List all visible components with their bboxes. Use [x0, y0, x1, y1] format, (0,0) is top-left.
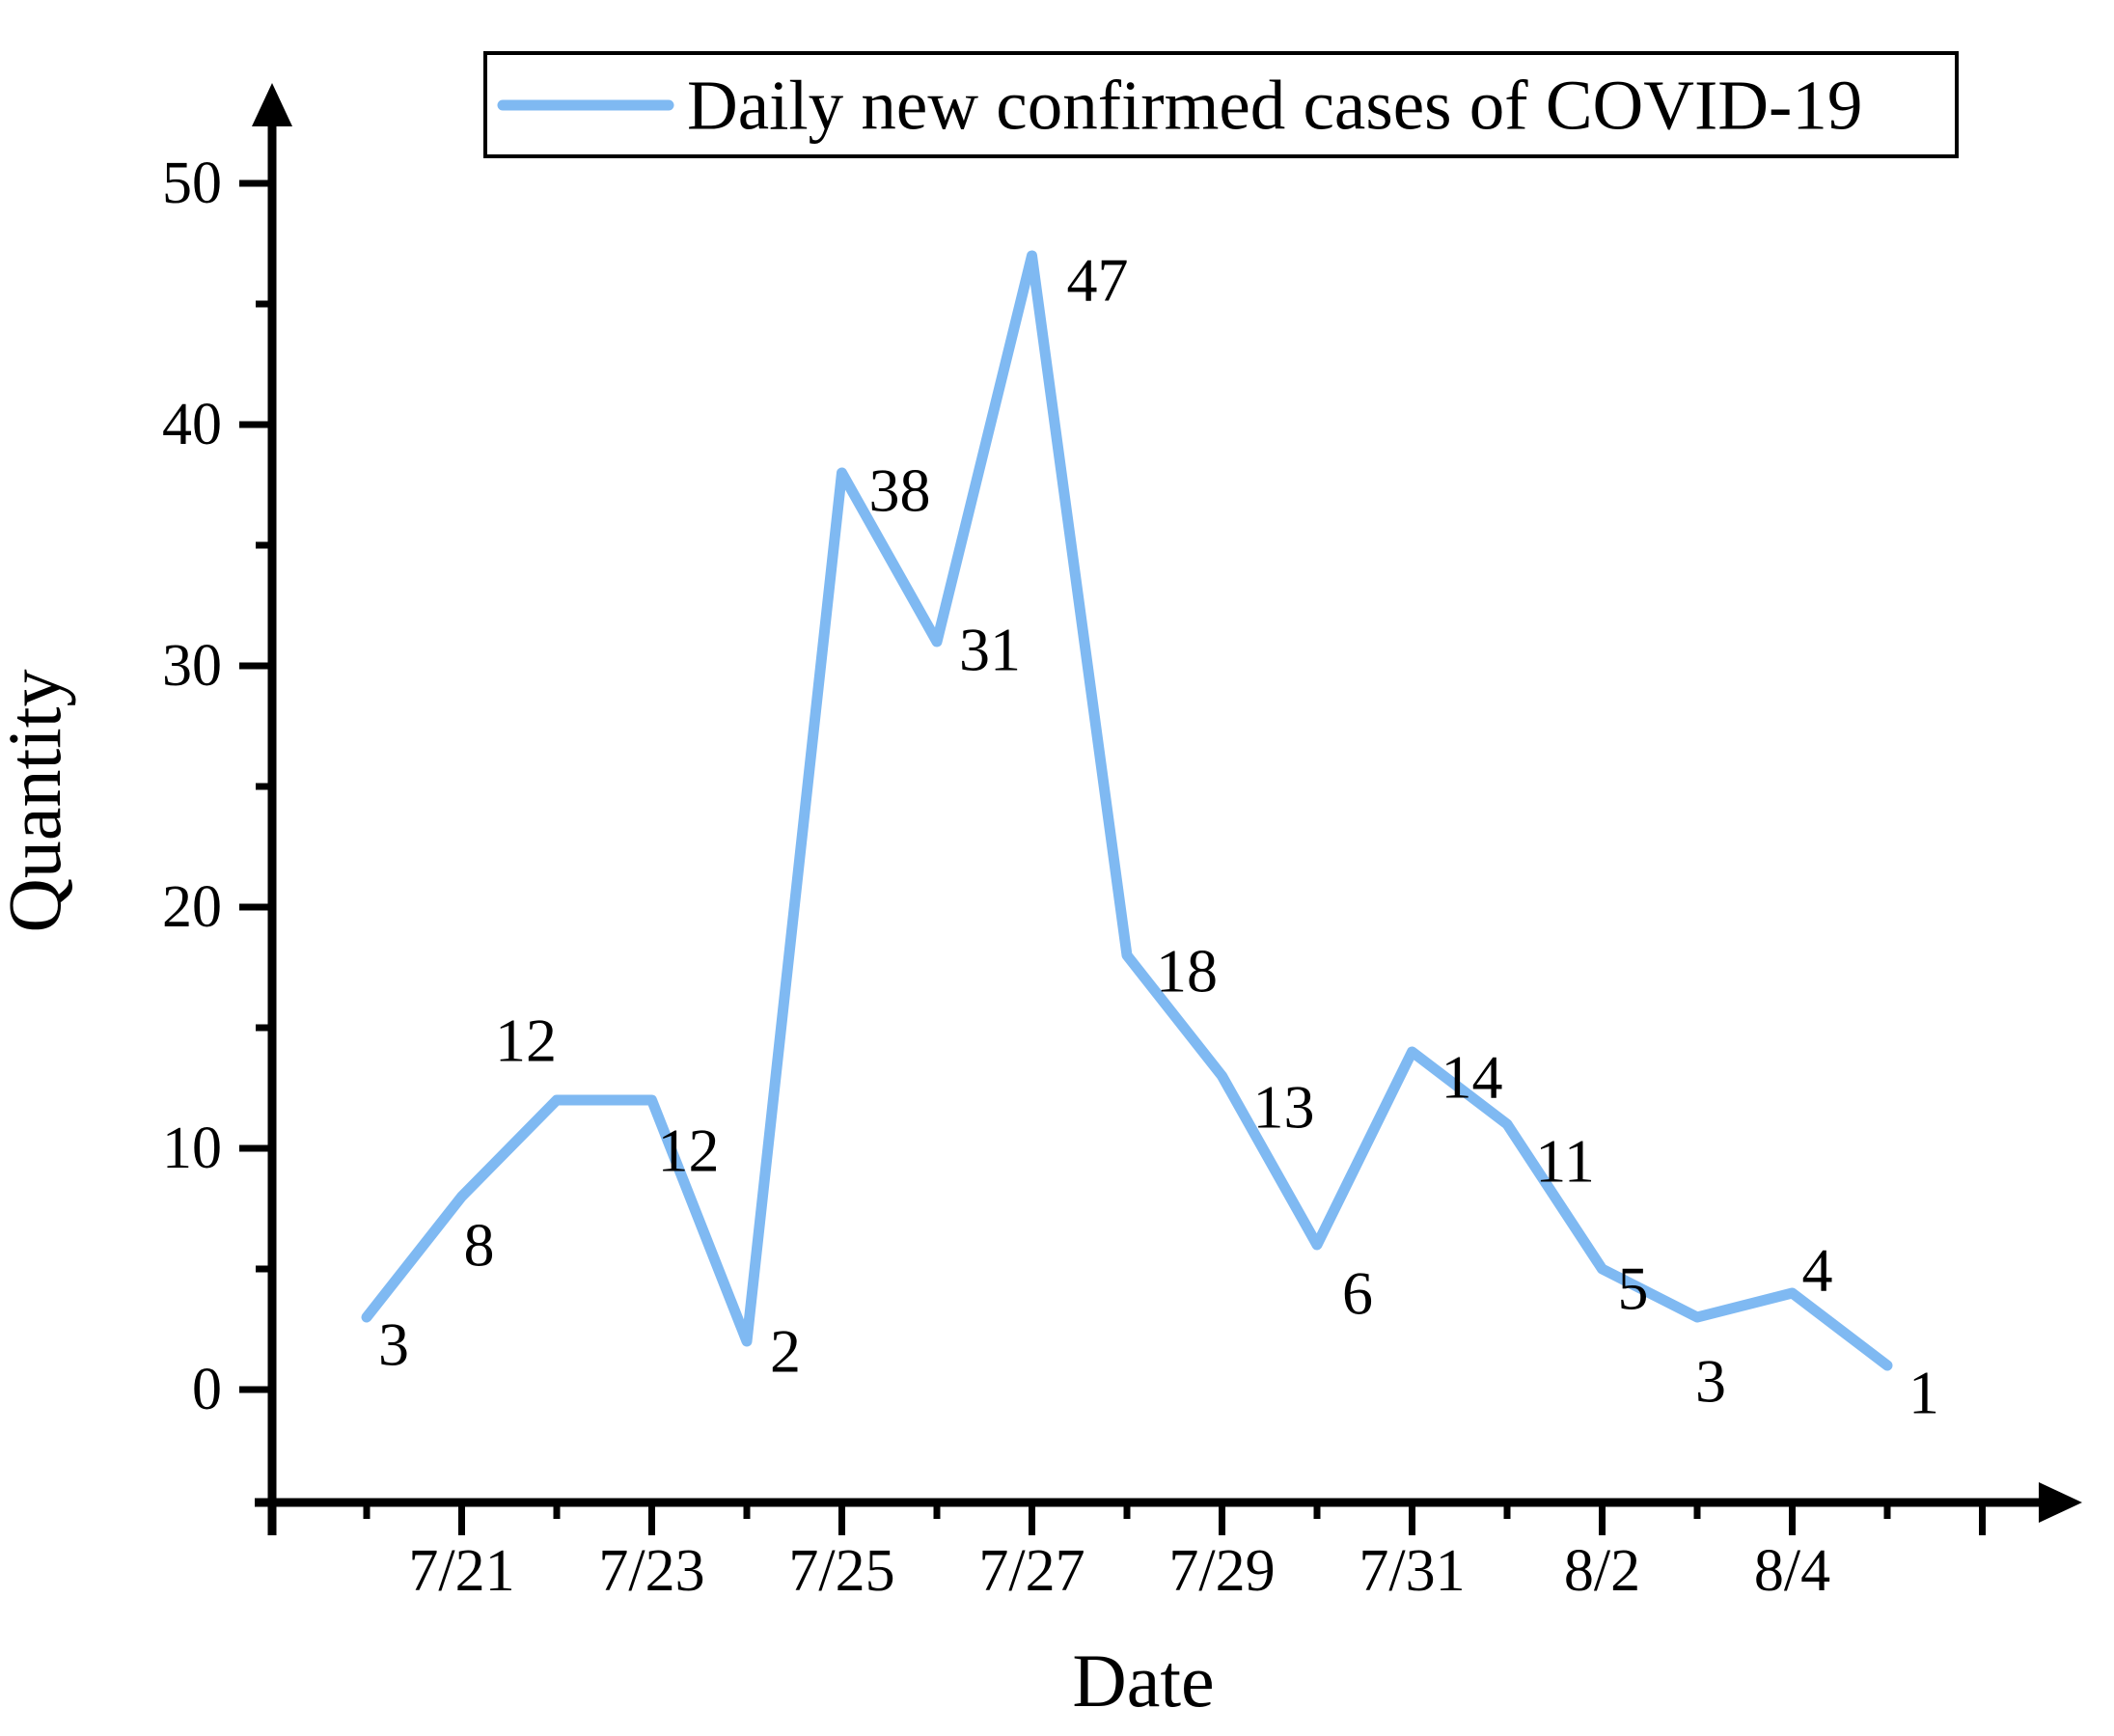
y-tick-label: 30	[162, 633, 222, 699]
y-axis-title: Quantity	[0, 670, 76, 933]
y-tick-label: 0	[192, 1357, 222, 1422]
x-tick-label: 7/21	[408, 1538, 514, 1604]
legend-label: Daily new confirmed cases of COVID-19	[687, 67, 1862, 145]
x-tick-label: 7/27	[978, 1538, 1084, 1604]
x-tick-label: 7/25	[788, 1538, 894, 1604]
data-point-label: 47	[1067, 246, 1129, 315]
data-point-label: 11	[1535, 1127, 1595, 1196]
data-point-label: 1	[1908, 1359, 1939, 1427]
x-tick-label: 7/31	[1359, 1538, 1465, 1604]
series-line	[361, 250, 1893, 1371]
data-point-label: 2	[770, 1317, 801, 1386]
data-point-label: 14	[1441, 1043, 1503, 1112]
y-tick-label: 10	[162, 1116, 222, 1181]
data-point-label: 5	[1618, 1254, 1649, 1323]
x-tick-label: 7/29	[1168, 1538, 1275, 1604]
data-point-label: 3	[378, 1310, 409, 1379]
y-tick-label: 50	[162, 151, 222, 216]
data-point-label: 38	[869, 456, 931, 525]
legend-box	[483, 51, 1959, 158]
x-tick-label: 8/4	[1754, 1538, 1830, 1604]
data-point-label: 18	[1156, 937, 1218, 1006]
data-point-label: 6	[1342, 1259, 1373, 1328]
data-point-label: 3	[1695, 1347, 1726, 1416]
axes: 0 10 20 30 40 50 7/21 7/23 7/25 7/27 7/29 7/31 8/2 8/…	[162, 83, 2082, 1604]
data-series	[361, 250, 1893, 1371]
data-point-label: 8	[464, 1211, 495, 1280]
legend: Daily new confirmed cases of COVID-19	[483, 51, 1959, 158]
data-point-label: 12	[658, 1116, 720, 1185]
y-tick-label: 40	[162, 392, 222, 457]
x-axis-arrow-icon	[2039, 1482, 2082, 1523]
data-point-label: 4	[1802, 1236, 1833, 1305]
data-point-label: 31	[959, 616, 1021, 684]
y-tick-label: 20	[162, 874, 222, 940]
x-tick-label: 8/2	[1564, 1538, 1640, 1604]
data-point-label: 12	[495, 1006, 557, 1075]
data-point-label: 13	[1253, 1073, 1315, 1142]
x-axis-title: Date	[1072, 1639, 1214, 1722]
x-tick-label: 7/23	[598, 1538, 704, 1604]
y-axis-arrow-icon	[252, 83, 292, 126]
